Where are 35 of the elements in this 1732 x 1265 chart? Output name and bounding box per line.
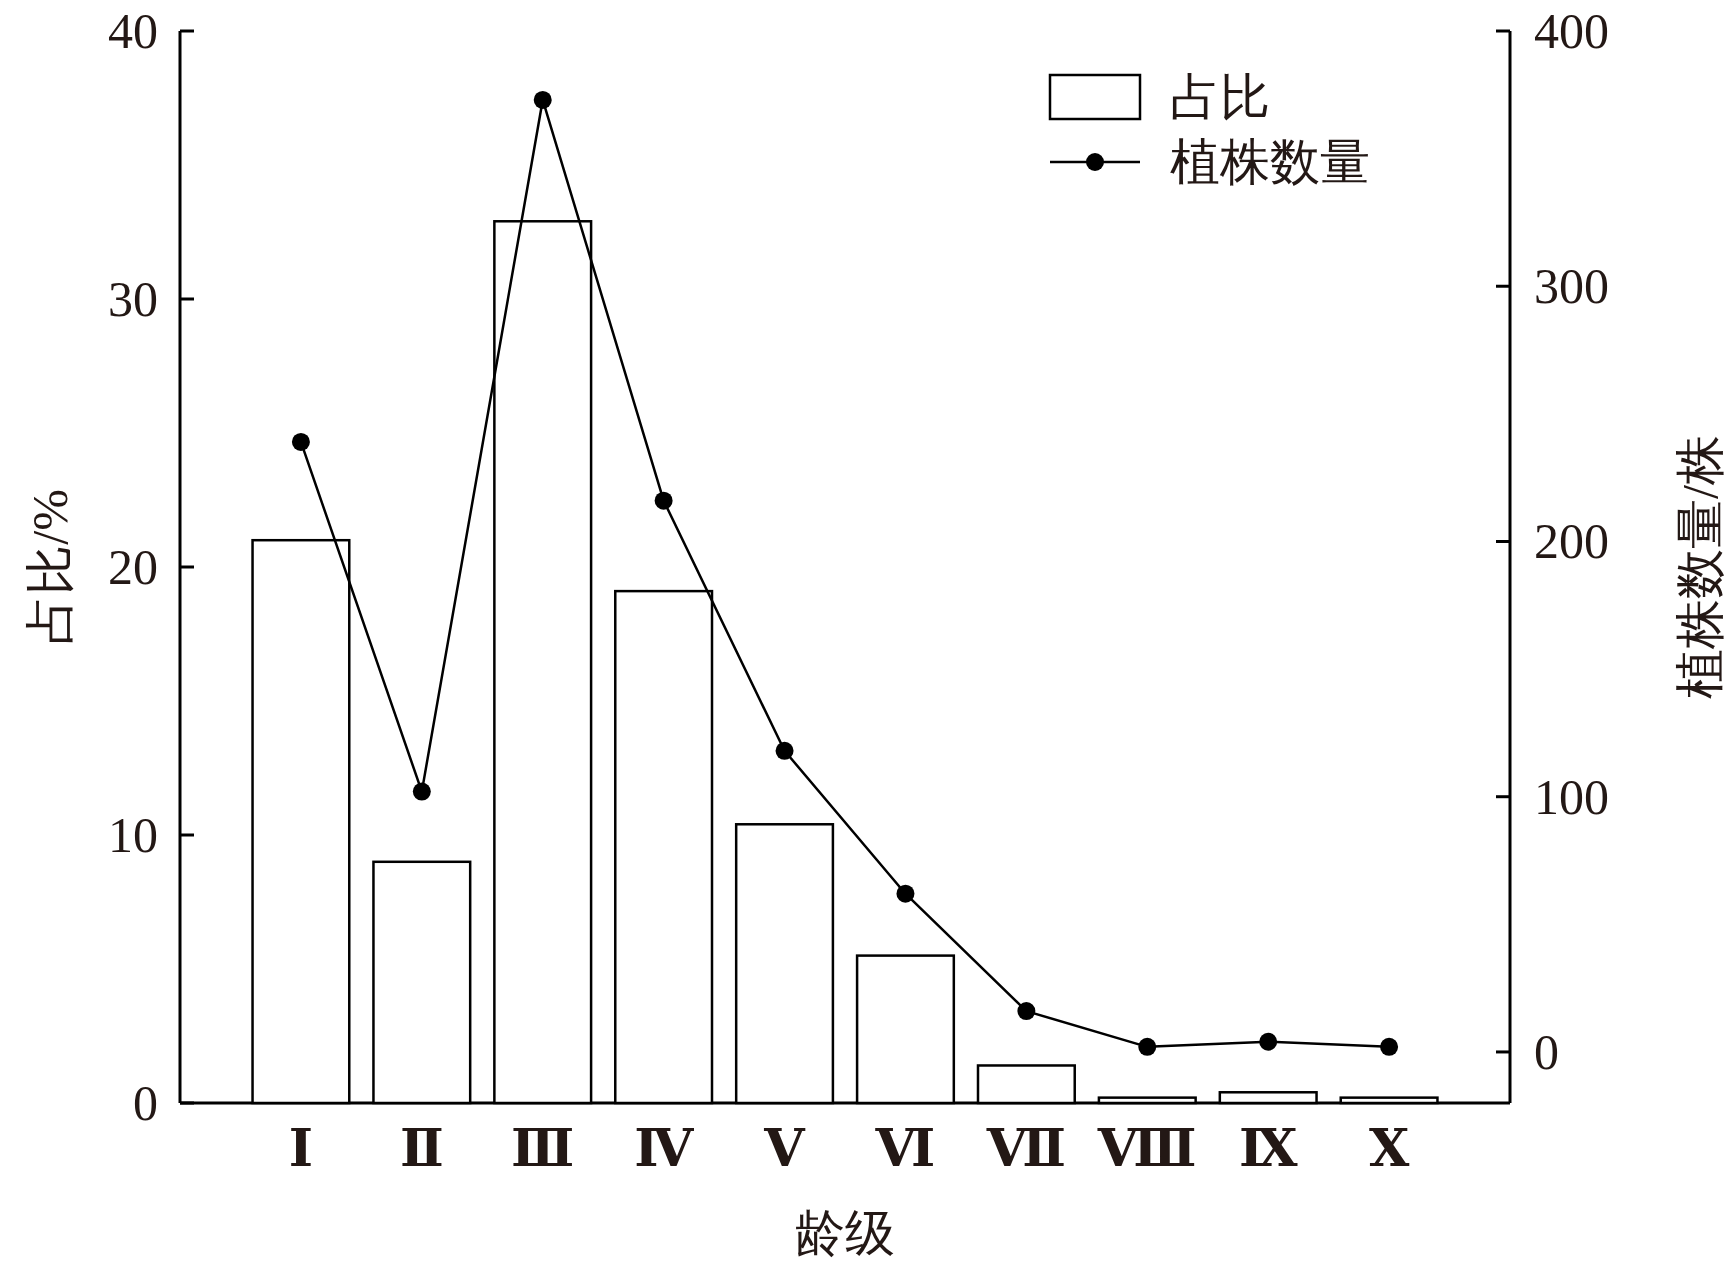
y-tick-label: 10: [108, 807, 158, 863]
x-tick-label: Ⅱ: [399, 1119, 444, 1177]
point: [533, 90, 552, 109]
x-tick-label: Ⅷ: [1096, 1119, 1197, 1177]
legend-label: 占比: [1170, 69, 1270, 125]
y-tick-label: 0: [133, 1075, 158, 1131]
point: [775, 741, 794, 760]
x-tick-label: Ⅵ: [874, 1119, 936, 1177]
x-tick-label: Ⅹ: [1368, 1119, 1410, 1177]
x-tick-label: Ⅸ: [1238, 1119, 1298, 1177]
y2-tick-label: 100: [1534, 768, 1609, 825]
y2-axis-title: 植株数量/株: [1672, 435, 1728, 699]
y2-tick-label: 0: [1534, 1023, 1559, 1080]
point: [1138, 1037, 1157, 1056]
point: [1380, 1037, 1399, 1056]
x-axis-title: 龄级: [795, 1205, 895, 1261]
y-tick-label: 30: [108, 271, 158, 327]
point: [896, 884, 915, 903]
point: [1259, 1032, 1278, 1051]
x-tick-label: Ⅲ: [511, 1119, 575, 1177]
y2-tick-label: 400: [1534, 3, 1609, 59]
y2-tick-label: 300: [1534, 258, 1609, 315]
legend-label: 植株数量: [1170, 134, 1370, 190]
x-tick-label: Ⅳ: [634, 1119, 695, 1177]
x-tick-label: Ⅴ: [763, 1119, 807, 1177]
point: [654, 491, 673, 510]
point: [1017, 1002, 1036, 1021]
x-tick-label: Ⅶ: [985, 1119, 1067, 1177]
y-tick-label: 20: [108, 539, 158, 595]
point: [412, 782, 431, 801]
point: [291, 432, 310, 451]
y-axis-title: 占比/%: [22, 489, 78, 645]
y-tick-label: 40: [108, 3, 158, 59]
y2-tick-label: 200: [1534, 513, 1609, 570]
x-tick-label: Ⅰ: [288, 1119, 314, 1177]
